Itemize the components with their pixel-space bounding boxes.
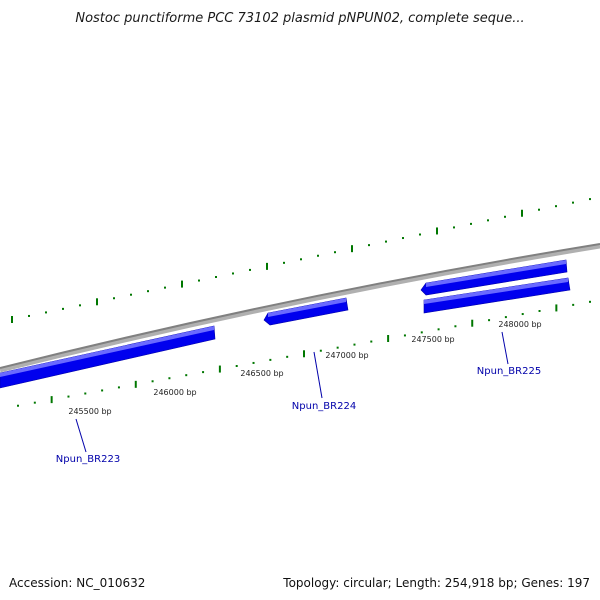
outer-tick-track — [11, 198, 591, 323]
inner-tick-track — [17, 300, 591, 407]
gene-label[interactable]: Npun_BR225 — [477, 366, 541, 377]
map-title: Nostoc punctiforme PCC 73102 plasmid pNP… — [75, 11, 524, 26]
gene-highlight — [0, 326, 214, 377]
position-labels: 245500 bp 246000 bp 246500 bp 247000 bp 2475… — [68, 320, 541, 416]
gene-highlight — [268, 298, 346, 317]
topology-summary: Topology: circular; Length: 254,918 bp; … — [282, 576, 590, 590]
gene-label-connector — [75, 418, 87, 453]
position-label: 247500 bp — [411, 335, 454, 344]
gene-track — [0, 259, 571, 389]
gene-highlight — [426, 260, 566, 287]
position-label: 245500 bp — [68, 407, 111, 416]
position-label: 246500 bp — [240, 369, 283, 378]
plasmid-backbone — [0, 243, 600, 373]
gene-label[interactable]: Npun_BR224 — [292, 401, 356, 412]
position-label: 246000 bp — [153, 388, 196, 397]
gene-label[interactable]: Npun_BR223 — [56, 454, 120, 465]
gene-highlight — [424, 278, 568, 304]
gene-label-connector — [313, 351, 323, 399]
position-label: 247000 bp — [325, 351, 368, 360]
accession-text: Accession: NC_010632 — [9, 576, 145, 590]
gene-labels: Npun_BR223 Npun_BR224 Npun_BR225 — [56, 331, 541, 465]
position-label: 248000 bp — [498, 320, 541, 329]
gene-label-connector — [501, 331, 509, 365]
